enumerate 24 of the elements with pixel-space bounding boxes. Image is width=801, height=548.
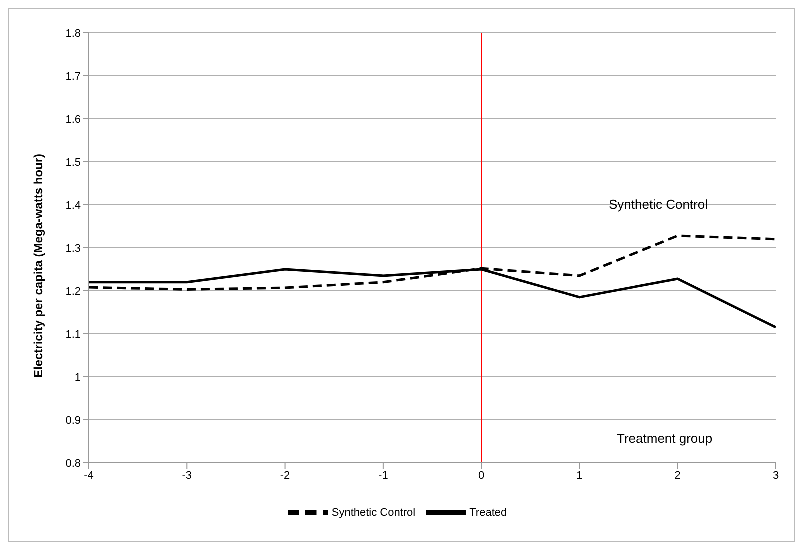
x-tick-label: 2 — [674, 470, 681, 482]
y-tick-label: 1.6 — [66, 114, 81, 126]
legend-label: Synthetic Control — [332, 506, 416, 519]
x-tick-label: -2 — [280, 470, 290, 482]
y-tick-label: 0.9 — [66, 414, 81, 427]
x-tick-label: 0 — [478, 470, 485, 482]
annotation: Treatment group — [617, 431, 713, 446]
y-tick-label: 1.5 — [66, 156, 81, 169]
y-tick-label: 1.4 — [66, 200, 81, 212]
y-tick-label: 1.8 — [66, 28, 81, 40]
y-tick-label: 1.3 — [66, 242, 81, 255]
y-tick-label: 1.7 — [66, 70, 81, 83]
y-tick-label: 1 — [74, 372, 81, 384]
legend-label: Treated — [470, 506, 508, 519]
y-tick-label: 0.8 — [66, 458, 81, 470]
annotation: Synthetic Control — [609, 197, 708, 212]
x-tick-label: -1 — [378, 470, 388, 482]
x-tick-label: 3 — [772, 470, 780, 482]
x-tick-label: -3 — [182, 470, 192, 482]
y-tick-label: 1.2 — [66, 286, 81, 298]
y-tick-label: 1.1 — [66, 328, 81, 341]
x-tick-label: 1 — [576, 470, 583, 482]
x-tick-label: -4 — [84, 470, 94, 482]
y-axis-title: Electricity per capita (Mega-watts hour) — [31, 154, 46, 378]
